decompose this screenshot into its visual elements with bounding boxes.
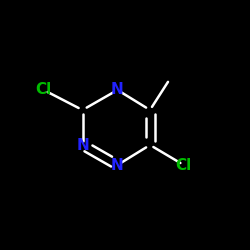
Text: N: N — [111, 158, 124, 172]
Text: N: N — [111, 82, 124, 98]
Text: N: N — [76, 138, 89, 152]
Text: Cl: Cl — [36, 82, 52, 98]
Text: Cl: Cl — [176, 158, 192, 172]
